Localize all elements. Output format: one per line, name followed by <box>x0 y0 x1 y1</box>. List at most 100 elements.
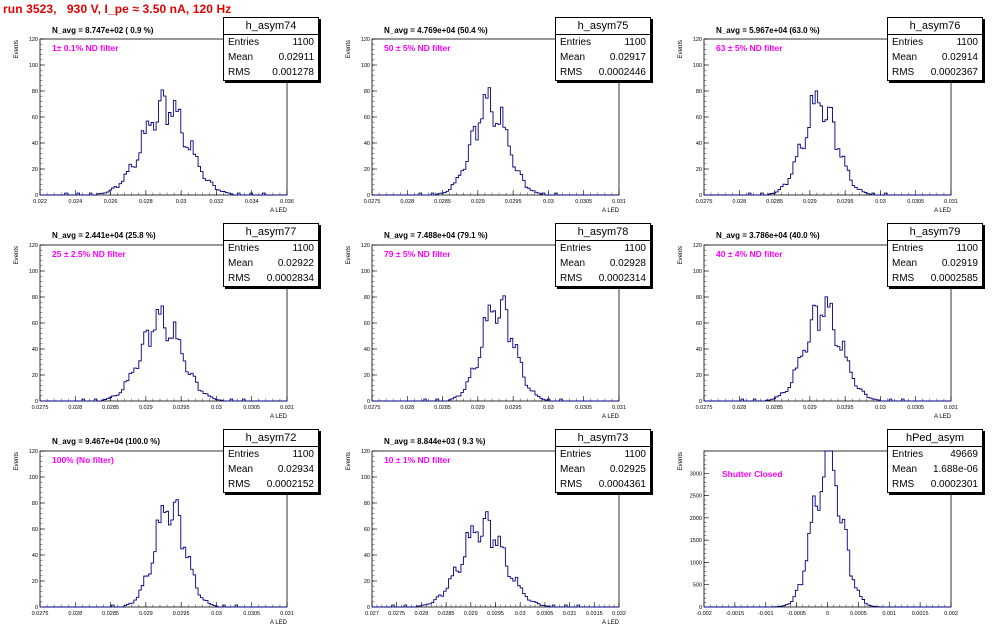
x-tick-label: 0.0305 <box>575 199 592 205</box>
navg-label: N_avg = 2.441e+04 (25.8 %) <box>52 231 156 240</box>
stat-label-rms: RMS <box>228 273 251 284</box>
x-tick-label: 0.029 <box>139 405 153 411</box>
run-title: run 3523, 930 V, I_pe ≈ 3.50 nA, 120 Hz <box>3 2 232 16</box>
stat-row-entries: Entries 1100 <box>888 35 982 50</box>
stat-box: hPed_asym Entries 49669 Mean 1.688e-06 RMS 0.0… <box>887 429 983 493</box>
stat-row-entries: Entries 1100 <box>556 35 650 50</box>
y-tick-label: 500 <box>693 583 702 589</box>
x-tick-label: 0.03 <box>875 405 886 411</box>
x-tick-label: 0.031 <box>280 611 294 617</box>
histogram-panel-h_asym79: 0 20 40 60 80 100 120 0.0275 0.028 0.0285 0.029 0.0… <box>664 220 994 425</box>
x-tick-label: 0 <box>826 611 829 617</box>
x-axis-title: A LED <box>602 208 620 214</box>
navg-label: N_avg = 9.467e+04 (100.0 %) <box>52 437 161 446</box>
stat-box: h_asym77 Entries 1100 Mean 0.02922 RMS 0.00028… <box>223 223 319 287</box>
navg-label: N_avg = 8.747e+02 ( 0.9 %) <box>52 26 154 35</box>
x-tick-label: 0.0285 <box>434 405 451 411</box>
x-tick-label: 0.024 <box>68 199 82 205</box>
stat-box: h_asym72 Entries 1100 Mean 0.02934 RMS 0.00021… <box>223 429 319 493</box>
stat-label-mean: Mean <box>892 258 918 269</box>
histogram-svg-h_asym79: 0 20 40 60 80 100 120 0.0275 0.028 0.0285 0.029 0.0… <box>678 243 958 420</box>
y-tick-label: 120 <box>29 37 38 43</box>
x-tick-label: 0.027 <box>365 611 379 617</box>
stat-label-entries: Entries <box>892 449 924 460</box>
histogram-svg-h_asym72: 0 20 40 60 80 100 120 0.0275 0.028 0.0285 0.029 0.0… <box>14 449 294 626</box>
x-tick-label: 0.0285 <box>102 405 119 411</box>
x-tick-label: 0.0285 <box>438 611 455 617</box>
x-tick-label: 0.029 <box>471 405 485 411</box>
filter-label: 1± 0.1% ND filter <box>52 43 119 53</box>
histogram-bars-h_asym77 <box>40 305 287 402</box>
y-tick-label: 20 <box>364 579 370 585</box>
navg-label: N_avg = 4.769e+04 (50.4 %) <box>384 26 488 35</box>
x-tick-label: 0.03 <box>515 611 526 617</box>
y-tick-label: 80 <box>696 89 702 95</box>
x-tick-label: 0.0295 <box>173 405 190 411</box>
stat-label-entries: Entries <box>228 37 260 48</box>
y-tick-label: 20 <box>696 373 702 379</box>
y-tick-label: 100 <box>29 475 38 481</box>
stat-box: h_asym73 Entries 1100 Mean 0.02925 RMS 0.00043… <box>555 429 651 493</box>
filter-label: 63 ± 5% ND filter <box>716 43 783 53</box>
x-tick-label: 0.028 <box>139 199 153 205</box>
y-tick-label: 120 <box>361 449 370 455</box>
y-tick-label: 2500 <box>690 494 702 500</box>
y-tick-label: 40 <box>32 141 38 147</box>
histogram-bars-h_asym79 <box>704 296 951 402</box>
y-tick-label: 100 <box>29 63 38 69</box>
stat-label-entries: Entries <box>560 449 592 460</box>
stat-value-rms: 0.001278 <box>272 67 314 78</box>
histogram-bars-h_asym75 <box>372 87 619 196</box>
stat-box-title: hPed_asym <box>888 430 982 447</box>
navg-label: N_avg = 7.488e+04 (79.1 %) <box>384 231 488 240</box>
stat-value-entries: 1100 <box>292 37 314 48</box>
filter-label: 79 ± 5% ND filter <box>384 249 451 259</box>
y-tick-label: 0 <box>35 399 38 405</box>
histogram-panel-h_asym72: 0 20 40 60 80 100 120 0.0275 0.028 0.0285 0.029 0.0… <box>0 426 330 631</box>
y-tick-label: 0 <box>35 193 38 199</box>
y-tick-label: 60 <box>696 321 702 327</box>
stat-box-title: h_asym73 <box>556 430 650 447</box>
stat-row-mean: Mean 0.02934 <box>224 462 318 477</box>
stat-row-mean: Mean 0.02919 <box>888 256 982 271</box>
y-tick-label: 20 <box>32 579 38 585</box>
x-tick-label: 0.029 <box>803 199 817 205</box>
stat-label-entries: Entries <box>560 243 592 254</box>
stat-box-title: h_asym74 <box>224 18 318 35</box>
stat-label-mean: Mean <box>560 464 586 475</box>
x-tick-label: 0.0285 <box>102 611 119 617</box>
stat-value-mean: 0.02922 <box>277 258 314 269</box>
stat-value-mean: 0.02919 <box>941 258 978 269</box>
stat-label-entries: Entries <box>228 243 260 254</box>
histogram-svg-h_asym74: 0 20 40 60 80 100 120 0.022 0.024 0.026 0.028 0.03 0… <box>14 37 294 214</box>
y-tick-label: 0 <box>367 193 370 199</box>
stat-row-entries: Entries 1100 <box>224 447 318 462</box>
stat-row-rms: RMS 0.001278 <box>224 65 318 80</box>
x-tick-label: 0.0275 <box>32 405 49 411</box>
x-tick-label: 0.0275 <box>364 199 381 205</box>
y-tick-label: 40 <box>364 141 370 147</box>
stat-value-entries: 1100 <box>624 449 646 460</box>
stat-row-mean: Mean 0.02917 <box>556 50 650 65</box>
x-tick-label: 0.0295 <box>505 405 522 411</box>
stat-box-title: h_asym75 <box>556 18 650 35</box>
stat-value-rms: 0.0004361 <box>598 479 646 490</box>
stat-box-title: h_asym78 <box>556 224 650 241</box>
stat-box: h_asym74 Entries 1100 Mean 0.02911 RMS 0.00127… <box>223 17 319 81</box>
x-tick-label: 0.0315 <box>586 611 603 617</box>
stat-label-mean: Mean <box>228 464 254 475</box>
histogram-panel-h_asym74: 0 20 40 60 80 100 120 0.022 0.024 0.026 0.028 0.03 0… <box>0 14 330 219</box>
stat-row-rms: RMS 0.0002152 <box>224 477 318 492</box>
stat-value-rms: 0.0002152 <box>266 479 314 490</box>
x-tick-label: 0.032 <box>612 611 626 617</box>
stat-label-mean: Mean <box>228 52 254 63</box>
stat-row-rms: RMS 0.0002367 <box>888 65 982 80</box>
y-tick-label: 3000 <box>690 471 702 477</box>
y-tick-label: 80 <box>696 295 702 301</box>
x-axis-title: A LED <box>602 620 620 626</box>
y-axis-title: Events <box>14 452 20 470</box>
x-tick-label: -0.001 <box>758 611 774 617</box>
stat-value-rms: 0.0002314 <box>598 273 646 284</box>
stat-box-title: h_asym79 <box>888 224 982 241</box>
x-tick-label: 0.03 <box>211 611 222 617</box>
